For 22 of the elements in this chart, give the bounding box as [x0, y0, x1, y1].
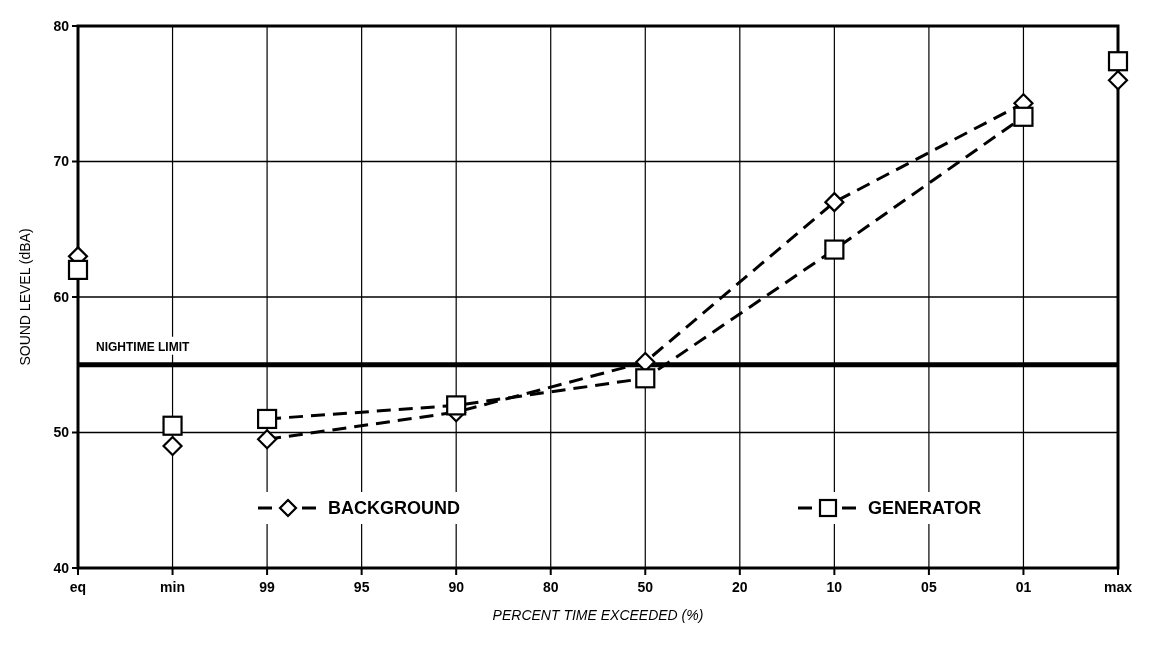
legend-label: BACKGROUND [328, 498, 460, 519]
x-tick-label: 99 [259, 579, 276, 595]
x-axis-title: PERCENT TIME EXCEEDED (%) [492, 607, 704, 623]
y-tick-label: 60 [53, 288, 70, 305]
x-tick-label: min [160, 579, 185, 595]
y-tick-label: 50 [53, 424, 70, 441]
ref-line-label: NIGHTIME LIMIT [96, 339, 190, 354]
y-tick-label: 80 [53, 17, 70, 34]
legend-label: GENERATOR [868, 498, 982, 519]
x-tick-label: 05 [921, 579, 937, 595]
x-tick-label: 80 [542, 579, 559, 595]
x-tick-label: 50 [637, 579, 654, 595]
x-tick-label: 95 [353, 579, 370, 595]
x-tick-label: 10 [826, 579, 843, 595]
y-axis-title: SOUND LEVEL (dBA) [17, 228, 33, 366]
y-tick-label: 70 [53, 153, 70, 170]
x-tick-label: eq [69, 579, 87, 595]
x-tick-label: max [1103, 579, 1133, 595]
y-tick-label: 40 [53, 559, 70, 576]
x-tick-label: 20 [732, 579, 748, 595]
x-tick-label: 01 [1015, 579, 1032, 595]
x-tick-label: 90 [448, 579, 465, 595]
